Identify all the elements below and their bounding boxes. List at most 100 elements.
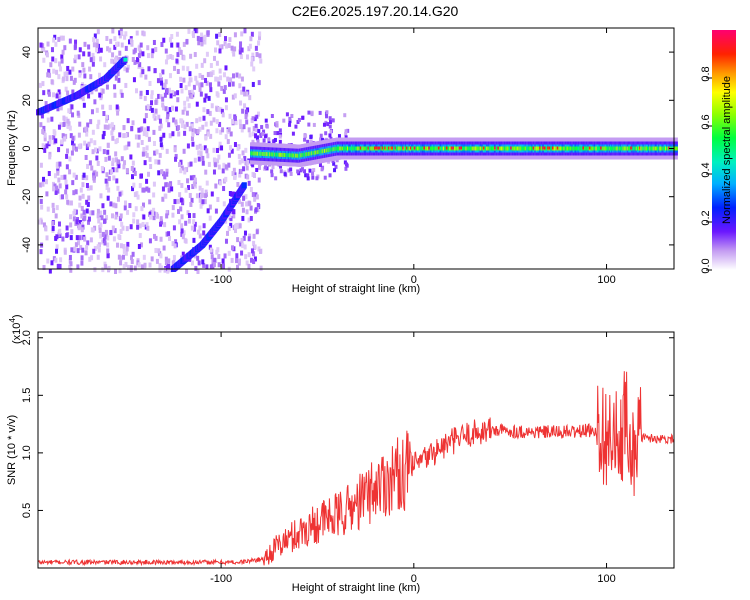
spectrogram-cell [82, 51, 86, 57]
y-tick-label: 0 [21, 145, 33, 151]
spectrogram-cell [69, 75, 73, 81]
spectrogram-cell [44, 226, 48, 232]
spectrogram-cell [104, 156, 108, 162]
spectrogram-cell [52, 68, 56, 74]
spectrogram-cell [328, 173, 332, 178]
spectrogram-cell [309, 139, 313, 144]
spectrogram-cell [142, 31, 146, 37]
spectrogram-cell [78, 47, 82, 53]
spectrogram-cell [53, 173, 57, 179]
spectrogram-cell [123, 66, 127, 72]
spectrogram-cell [230, 245, 234, 251]
spectrogram-cell [233, 46, 237, 52]
spectrogram-cell [148, 156, 152, 162]
spectrogram-cell [201, 160, 205, 166]
spectrogram-cell [68, 38, 72, 44]
spectrogram-cell [159, 236, 163, 242]
spectrogram-cell [252, 251, 256, 257]
spectrogram-cell [238, 223, 242, 229]
spectrogram-cell [120, 190, 124, 196]
spectrogram-cell [193, 253, 197, 259]
spectrogram-cell [252, 173, 256, 179]
spectrogram-cell [91, 210, 95, 216]
spectrogram-cell [124, 250, 128, 256]
spectrogram-cell [160, 42, 164, 48]
spectrogram-cell [224, 97, 228, 103]
spectrogram-cell [180, 118, 184, 124]
spectrogram-cell [141, 202, 145, 208]
spectrogram-cell [346, 128, 350, 133]
spectrogram-cell [116, 159, 120, 165]
spectrogram-cell [198, 82, 202, 88]
spectrogram-cell [152, 39, 156, 45]
spectrogram-cell [157, 114, 161, 120]
spectrogram-cell [66, 90, 70, 96]
spectrogram-cell [89, 57, 93, 63]
spectrogram-cell [251, 139, 255, 145]
spectrogram-cell [231, 118, 235, 124]
spectrogram-cell [238, 49, 242, 55]
spectrogram-cell [113, 57, 117, 63]
spectrogram-cell [65, 232, 69, 238]
spectrogram-cell [66, 118, 70, 124]
spectrogram-cell [166, 111, 170, 117]
spectrogram-cell [155, 258, 159, 264]
spectrogram-cell [169, 54, 173, 60]
spectrogram-cell [122, 164, 126, 170]
spectrogram-cell [146, 126, 150, 132]
spectrogram-cell [312, 122, 316, 127]
spectrogram-cell [196, 129, 200, 135]
spectrogram-cell [344, 166, 348, 171]
spectrogram-cell [63, 45, 67, 51]
y-tick-label: 1.5 [21, 388, 33, 403]
spectrogram-cell [71, 136, 75, 142]
spectrogram-cell [237, 153, 241, 159]
spectrogram-cell [168, 37, 172, 43]
spectrogram-cell [224, 218, 228, 224]
spectrogram-cell [213, 257, 217, 263]
spectrogram-cell [52, 134, 56, 140]
spectrogram-cell [85, 208, 89, 214]
spectrogram-cell [77, 143, 81, 149]
spectrogram-cell [181, 109, 185, 115]
spectrogram-cell [276, 131, 280, 136]
spectrogram-cell [176, 90, 180, 96]
spectrogram-cell [72, 190, 76, 196]
spectrogram-cell [81, 62, 85, 68]
spectrogram-cell [147, 187, 151, 193]
spectrogram-cell [204, 93, 208, 99]
spectrogram-cell [273, 137, 277, 142]
spectrogram-cell [159, 265, 163, 271]
spectrogram-cell [118, 132, 122, 138]
spectrogram-cell [155, 149, 159, 155]
spectrogram-cell [118, 56, 122, 62]
spectrogram-cell [176, 42, 180, 48]
spectrogram-cell [197, 150, 201, 156]
spectrogram-cell [102, 237, 106, 243]
spectrogram-cell [190, 89, 194, 95]
spectrogram-cell [210, 103, 214, 109]
spectrogram-cell [64, 116, 68, 122]
spectrogram-cell [63, 249, 67, 255]
spectrogram-cell [224, 65, 228, 71]
spectrogram-cell [119, 228, 123, 234]
spectrogram-cell [197, 40, 201, 46]
spectrogram-cell [146, 104, 150, 110]
spectrogram-cell [208, 110, 212, 116]
spectrogram-cell [257, 111, 261, 117]
spectrogram-cell [172, 255, 176, 261]
spectrogram-cell [203, 145, 207, 151]
spectrogram-cell [41, 143, 45, 149]
spectrogram-cell [300, 167, 304, 172]
spectrogram-cell [102, 111, 106, 117]
spectrogram-cell [243, 244, 247, 250]
spectrogram-cell [250, 117, 254, 123]
spectrogram-cell [306, 176, 310, 181]
spectrogram-cell [195, 28, 199, 34]
spectrogram-cell [136, 224, 140, 230]
spectrogram-cell [90, 109, 94, 115]
spectrogram-cell [185, 110, 189, 116]
spectrogram-cell [333, 168, 337, 173]
spectrogram-cell [162, 37, 166, 43]
spectrogram-cell [71, 112, 75, 118]
